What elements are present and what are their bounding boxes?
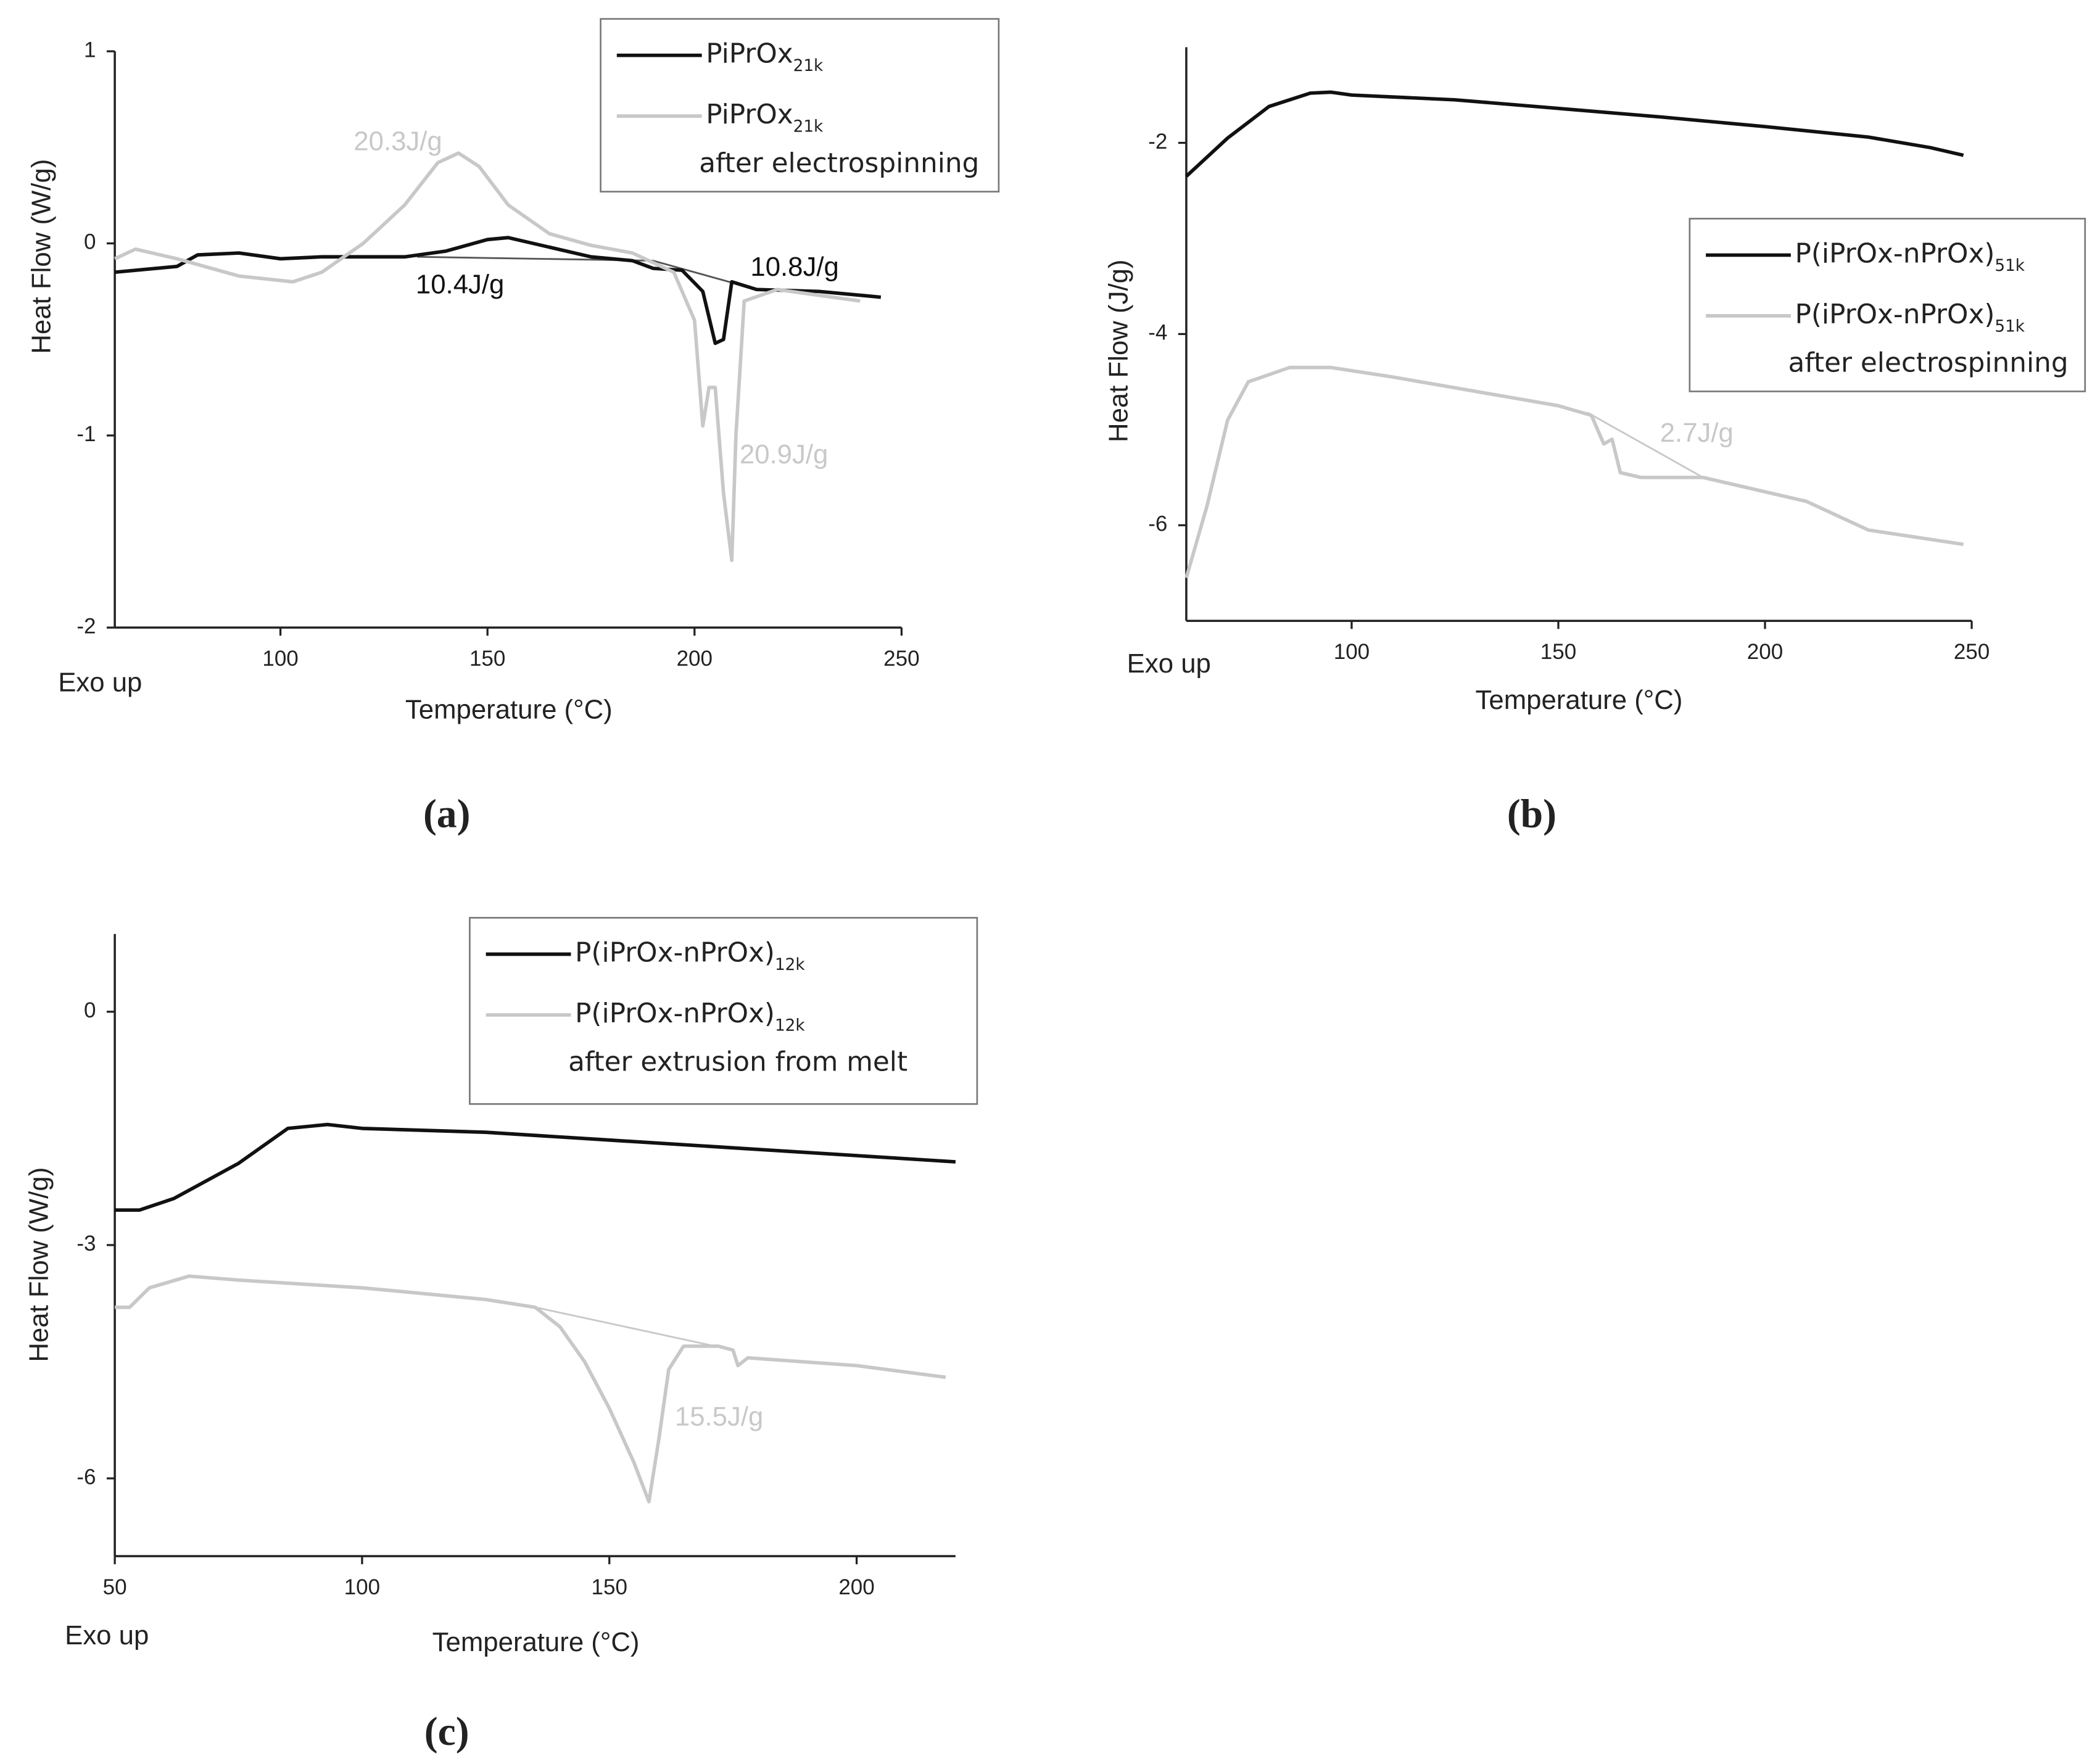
legend-subscript: 12k bbox=[775, 956, 805, 974]
legend-name: P(iPrOx-nPrOx) bbox=[1795, 238, 1995, 269]
legend-note: after electrospinning bbox=[699, 147, 979, 179]
legend-subscript: 51k bbox=[1995, 256, 2025, 275]
y-tick-label: -4 bbox=[1148, 321, 1167, 345]
legend-box bbox=[600, 18, 1000, 193]
x-tick-label: 200 bbox=[677, 647, 713, 671]
legend-subscript: 12k bbox=[775, 1016, 805, 1035]
annotation: 20.3J/g bbox=[353, 126, 442, 156]
series-line bbox=[1185, 90, 1964, 178]
series-line bbox=[115, 1122, 956, 1212]
x-tick-label: 250 bbox=[883, 647, 919, 671]
y-tick-label: -2 bbox=[1148, 130, 1167, 154]
note: Exo up bbox=[58, 668, 142, 698]
baseline bbox=[535, 1306, 734, 1351]
legend-name: P(iPrOx-nPrOx) bbox=[1795, 299, 1995, 330]
y-axis-label: Heat Flow (W/g) bbox=[23, 1167, 54, 1362]
y-tick-label: -6 bbox=[76, 1465, 96, 1489]
y-tick-label: 1 bbox=[84, 38, 96, 62]
legend-label: PiPrOx21k bbox=[706, 99, 824, 136]
legend-name: PiPrOx bbox=[706, 99, 793, 130]
x-tick-label: 150 bbox=[592, 1575, 627, 1599]
annotation: 10.8J/g bbox=[750, 252, 838, 282]
y-tick-label: -3 bbox=[76, 1232, 96, 1256]
legend-box bbox=[469, 917, 978, 1105]
legend-subscript: 21k bbox=[793, 117, 824, 136]
panel-label: (a) bbox=[423, 792, 471, 837]
legend-label: P(iPrOx-nPrOx)51k bbox=[1795, 299, 2025, 336]
x-axis-label: Temperature (°C) bbox=[405, 694, 613, 724]
y-tick-label: 0 bbox=[84, 230, 96, 254]
note: Exo up bbox=[65, 1620, 149, 1650]
x-tick-label: 50 bbox=[103, 1575, 127, 1599]
annotation: 2.7J/g bbox=[1660, 418, 1734, 448]
baseline bbox=[1587, 412, 1704, 479]
series-line bbox=[1184, 365, 1964, 579]
y-tick-label: -6 bbox=[1148, 512, 1167, 536]
panel-label: (b) bbox=[1507, 792, 1556, 837]
x-axis-label: Temperature (°C) bbox=[432, 1627, 640, 1657]
x-axis-label: Temperature (°C) bbox=[1476, 685, 1683, 715]
series-line bbox=[114, 151, 861, 563]
y-tick-label: 0 bbox=[84, 998, 96, 1022]
x-tick-label: 100 bbox=[344, 1575, 380, 1599]
x-tick-label: 100 bbox=[262, 647, 298, 671]
legend-note: after electrospinning bbox=[1788, 347, 2069, 379]
annotation: 20.9J/g bbox=[740, 439, 828, 470]
series-line bbox=[114, 236, 882, 346]
legend-label: PiPrOx21k bbox=[706, 38, 824, 75]
legend-name: PiPrOx bbox=[706, 38, 793, 70]
legend-name: P(iPrOx-nPrOx) bbox=[575, 937, 775, 969]
legend-label: P(iPrOx-nPrOx)12k bbox=[575, 998, 805, 1035]
x-tick-label: 100 bbox=[1334, 640, 1370, 664]
y-axis-label: Heat Flow (J/g) bbox=[1103, 259, 1133, 442]
x-tick-label: 150 bbox=[469, 647, 505, 671]
x-tick-label: 200 bbox=[838, 1575, 874, 1599]
legend-label: P(iPrOx-nPrOx)12k bbox=[575, 937, 805, 974]
x-tick-label: 150 bbox=[1540, 640, 1576, 664]
series-line bbox=[115, 1274, 946, 1504]
y-axis-label: Heat Flow (W/g) bbox=[27, 159, 57, 354]
annotation: 10.4J/g bbox=[416, 269, 504, 299]
legend-subscript: 51k bbox=[1995, 317, 2025, 336]
y-tick-label: -2 bbox=[76, 614, 96, 638]
panel-label: (c) bbox=[424, 1710, 469, 1754]
note: Exo up bbox=[1127, 648, 1211, 679]
legend-subscript: 21k bbox=[793, 57, 824, 75]
annotation: 15.5J/g bbox=[675, 1402, 763, 1432]
legend-box bbox=[1689, 218, 2086, 392]
x-tick-label: 200 bbox=[1747, 640, 1783, 664]
legend-note: after extrusion from melt bbox=[568, 1046, 907, 1078]
y-tick-label: -1 bbox=[76, 422, 96, 446]
x-tick-label: 250 bbox=[1954, 640, 1990, 664]
legend-label: P(iPrOx-nPrOx)51k bbox=[1795, 238, 2025, 275]
legend-name: P(iPrOx-nPrOx) bbox=[575, 998, 775, 1029]
